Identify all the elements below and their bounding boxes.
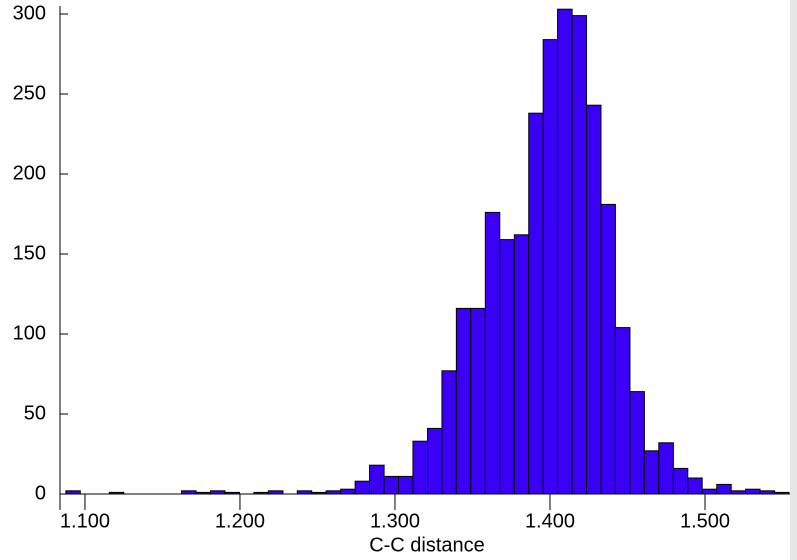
bar	[340, 488, 356, 495]
bar	[398, 475, 414, 495]
y-tick-label: 200	[13, 162, 46, 184]
bar	[774, 491, 790, 495]
bar	[181, 490, 197, 495]
bar	[253, 491, 269, 495]
bar	[701, 488, 718, 495]
y-tick-label: 250	[13, 82, 46, 104]
x-tick-label: 1.500	[680, 510, 730, 532]
bar	[224, 491, 240, 495]
bar	[716, 483, 732, 495]
bar	[441, 370, 457, 495]
bar	[643, 450, 660, 495]
bar	[455, 307, 472, 495]
bar	[542, 39, 559, 495]
bar	[745, 488, 761, 495]
bar	[267, 490, 284, 495]
bar	[571, 15, 588, 495]
bar	[513, 234, 530, 495]
bar	[210, 490, 226, 495]
bar	[687, 477, 703, 495]
bar	[470, 307, 486, 495]
bar	[354, 480, 371, 495]
x-tick-label: 1.400	[525, 510, 575, 532]
x-tick-label: 1.300	[370, 510, 420, 532]
bar	[325, 490, 342, 495]
bar	[600, 203, 616, 495]
bar	[658, 442, 674, 495]
bar	[427, 427, 443, 495]
y-tick-label: 150	[13, 242, 46, 264]
x-tick-label: 1.100	[60, 510, 110, 532]
bar	[730, 490, 747, 495]
bar	[369, 464, 385, 495]
x-axis-label: C-C distance	[369, 534, 485, 556]
bar	[629, 391, 645, 495]
bar	[528, 112, 544, 495]
y-tick-label: 0	[35, 482, 46, 504]
bar	[65, 490, 81, 495]
y-tick-label: 300	[13, 2, 46, 24]
bar	[557, 8, 573, 495]
bar	[759, 490, 776, 495]
bar	[499, 239, 515, 495]
bar	[614, 327, 631, 495]
y-tick-label: 100	[13, 322, 46, 344]
bar	[311, 491, 327, 495]
x-tick-label: 1.200	[215, 510, 265, 532]
bar	[672, 467, 689, 495]
bar	[586, 104, 602, 495]
bar	[195, 491, 212, 495]
bar	[296, 490, 313, 495]
y-tick-label: 50	[24, 402, 46, 424]
bar	[108, 491, 125, 495]
bar	[383, 475, 400, 495]
edge	[790, 0, 797, 560]
bar	[412, 440, 429, 495]
bar	[484, 211, 501, 495]
